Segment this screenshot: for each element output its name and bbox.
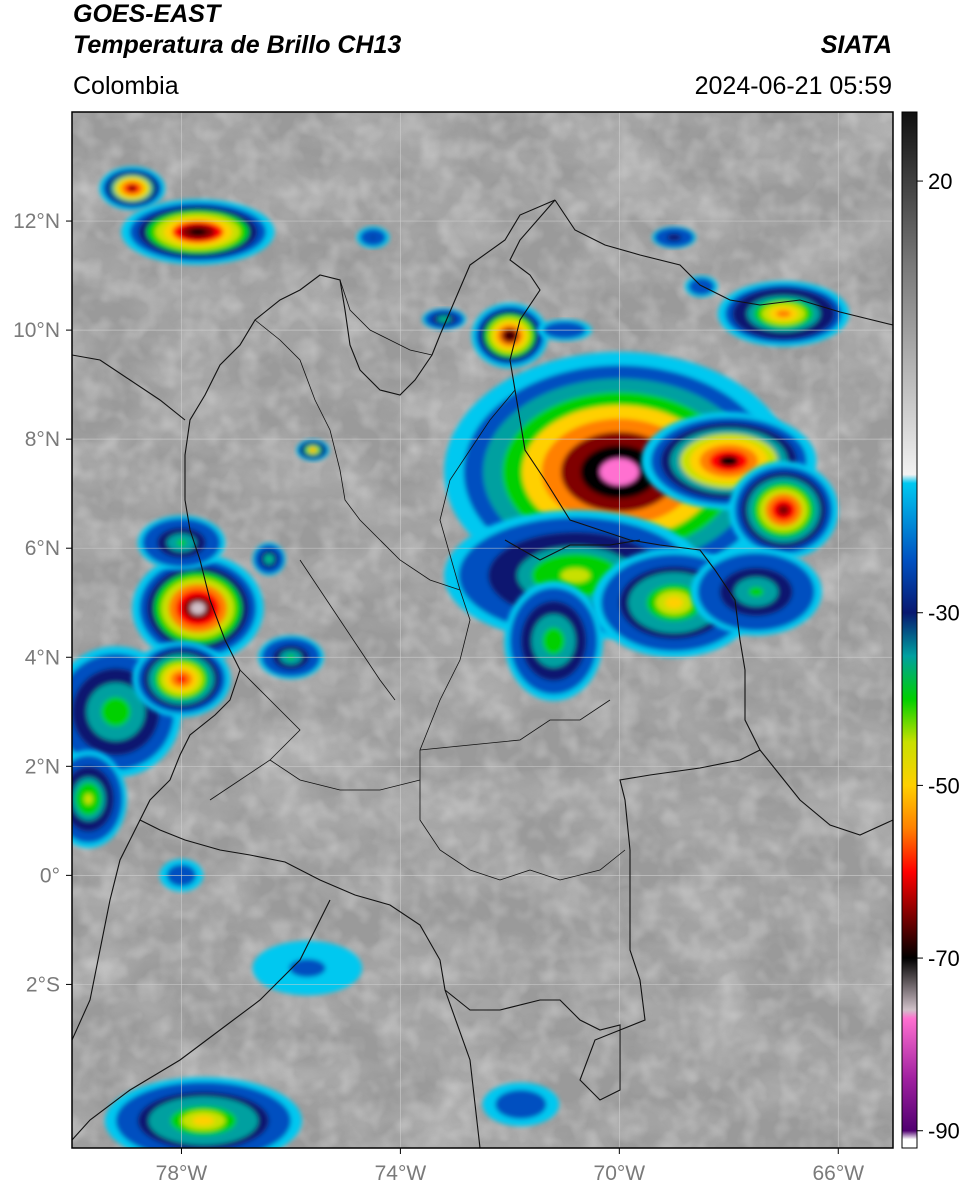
storm-cell	[99, 166, 166, 211]
storm-cell	[728, 460, 839, 560]
dept-line-4	[419, 699, 611, 751]
storm-cell	[296, 439, 330, 461]
dept-line-6	[269, 759, 421, 791]
storm-cell	[482, 1082, 560, 1127]
orinoco-line	[504, 539, 641, 561]
dept-line-7	[419, 589, 471, 751]
colorbar-tick-label: -90	[928, 1119, 960, 1144]
storm-cell	[356, 226, 390, 249]
lat-tick-label: 0°	[40, 864, 60, 887]
dept-line-1	[254, 319, 461, 591]
storm-cell	[471, 302, 549, 369]
storm-cell	[252, 542, 286, 576]
storm-cell	[685, 275, 718, 298]
datetime-label: 2024-06-21 05:59	[694, 72, 892, 100]
colorbar-tick-label: -30	[928, 601, 960, 626]
storm-cell	[504, 580, 603, 701]
lat-tick-label: 8°N	[25, 428, 60, 451]
lon-tick-label: 70°W	[594, 1162, 646, 1185]
lat-tick-label: 2°S	[26, 973, 60, 996]
storm-cell	[252, 940, 363, 996]
lon-tick-label: 78°W	[156, 1162, 208, 1185]
map-axes: 12°N 10°N 8°N 6°N 4°N 2°N 0° 2°S 78°W 74°W 70°W 66°…	[13, 210, 864, 1185]
storm-cell	[717, 281, 850, 347]
dept-line-2	[339, 279, 433, 356]
storm-cell	[652, 226, 696, 249]
convective-cells	[72, 166, 850, 1148]
dept-line-10	[529, 849, 626, 881]
venezuela-brazil-border	[759, 749, 893, 836]
storm-cell	[132, 553, 264, 663]
storm-cell	[104, 1077, 302, 1148]
colombia-border	[139, 199, 761, 1101]
map-frame	[71, 111, 894, 1149]
colorbar-tick-label: -50	[928, 773, 960, 798]
colorbar-tick-label: -70	[928, 946, 960, 971]
brazil-border	[444, 989, 481, 1148]
dept-line-8	[439, 389, 516, 591]
storm-cell	[690, 548, 822, 636]
dept-line-9	[209, 669, 301, 801]
colorbar-frame	[901, 111, 918, 1149]
lon-tick-label: 66°W	[812, 1162, 864, 1185]
dept-line-3	[299, 559, 396, 701]
peru-border	[72, 819, 141, 1041]
storm-cell	[422, 308, 467, 331]
lat-tick-label: 4°N	[25, 646, 60, 669]
storm-cell	[72, 749, 127, 849]
colorbar-tick-label: 20	[928, 169, 952, 194]
political-borders	[72, 199, 893, 1148]
ecuador-amazon	[72, 899, 331, 1141]
venezuela-coast	[554, 199, 893, 326]
lat-tick-label: 12°N	[13, 210, 60, 233]
panama-border	[72, 354, 186, 421]
graticule	[72, 112, 893, 1148]
lat-tick-label: 10°N	[13, 319, 60, 342]
lon-tick-label: 74°W	[375, 1162, 427, 1185]
organization-label: SIATA	[820, 31, 892, 59]
lat-tick-label: 6°N	[25, 537, 60, 560]
storm-cell	[121, 199, 275, 265]
lat-tick-label: 2°N	[25, 755, 60, 778]
satellite-name: GOES-EAST	[73, 0, 221, 28]
colorbar-ticks: 20 -30 -50 -70 -90	[917, 169, 960, 1144]
product-title: Temperatura de Brillo CH13	[73, 31, 402, 59]
region-label: Colombia	[73, 72, 179, 100]
dept-line-5	[419, 750, 531, 881]
colorbar	[902, 112, 917, 1148]
